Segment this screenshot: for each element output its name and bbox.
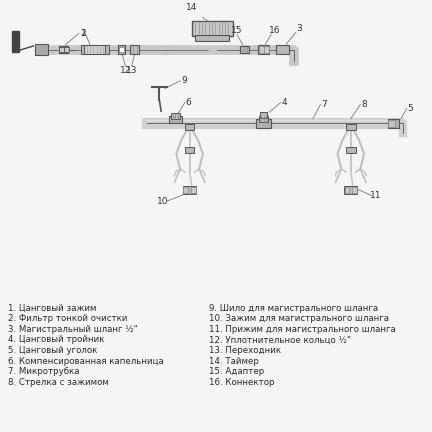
Bar — [388, 119, 399, 128]
Bar — [118, 45, 125, 54]
Text: 6. Компенсированная капельница: 6. Компенсированная капельница — [8, 357, 163, 366]
Polygon shape — [13, 31, 19, 52]
Bar — [81, 45, 84, 54]
Text: 1: 1 — [80, 29, 86, 38]
Text: 9. Шило для магистрального шланга: 9. Шило для магистрального шланга — [209, 304, 378, 313]
Bar — [195, 35, 229, 41]
Text: 12: 12 — [120, 66, 131, 75]
Text: 13. Переходник: 13. Переходник — [209, 346, 281, 355]
Bar — [345, 187, 349, 193]
Text: 7: 7 — [321, 100, 327, 109]
Bar — [105, 45, 109, 54]
Text: 4. Цанговый тройник: 4. Цанговый тройник — [8, 336, 104, 344]
Text: 3: 3 — [297, 24, 302, 33]
Text: 13: 13 — [126, 66, 137, 75]
Polygon shape — [13, 46, 34, 52]
Bar — [388, 120, 395, 127]
Text: 7. Микротрубка: 7. Микротрубка — [8, 367, 79, 376]
Bar — [259, 46, 264, 53]
Text: 2: 2 — [81, 29, 86, 38]
Bar — [191, 21, 233, 36]
Text: 11. Прижим для магистрального шланга: 11. Прижим для магистрального шланга — [209, 325, 395, 334]
Text: 15: 15 — [231, 26, 243, 35]
Text: 5. Цанговый уголок: 5. Цанговый уголок — [8, 346, 97, 355]
Text: 1. Цанговый зажим: 1. Цанговый зажим — [8, 304, 96, 313]
Bar — [183, 186, 196, 194]
Bar — [59, 47, 64, 52]
Text: 4: 4 — [282, 98, 287, 107]
Bar — [171, 113, 180, 119]
Text: 11: 11 — [370, 191, 381, 200]
Bar — [191, 187, 196, 193]
Bar — [264, 46, 269, 53]
Text: 14: 14 — [186, 3, 197, 13]
Bar — [130, 45, 140, 54]
Text: 16: 16 — [269, 26, 281, 35]
Text: 8. Стрелка с зажимом: 8. Стрелка с зажимом — [8, 378, 108, 387]
Bar — [185, 124, 194, 130]
Bar — [82, 45, 108, 54]
Bar — [35, 44, 48, 55]
Text: 14. Таймер: 14. Таймер — [209, 357, 258, 366]
Bar — [260, 112, 267, 118]
Bar — [185, 147, 194, 153]
Bar — [259, 116, 268, 121]
Bar — [119, 47, 124, 52]
Text: 5: 5 — [408, 104, 413, 113]
Text: 8: 8 — [361, 100, 367, 109]
Text: 10. Зажим для магистрального шланга: 10. Зажим для магистрального шланга — [209, 314, 388, 323]
Bar — [184, 187, 188, 193]
Bar — [276, 45, 289, 54]
Text: 3. Магистральный шланг ½": 3. Магистральный шланг ½" — [8, 325, 137, 334]
Bar — [256, 119, 271, 128]
Bar — [59, 46, 68, 53]
Bar — [346, 147, 356, 153]
Text: 12. Уплотнительное кольцо ½": 12. Уплотнительное кольцо ½" — [209, 336, 351, 344]
Bar — [346, 124, 356, 130]
Bar — [344, 186, 357, 194]
Text: 2. Фильтр тонкой очистки: 2. Фильтр тонкой очистки — [8, 314, 127, 323]
Text: 15. Адаптер: 15. Адаптер — [209, 367, 264, 376]
Bar — [169, 116, 182, 124]
Bar — [240, 46, 249, 53]
Text: 16. Коннектор: 16. Коннектор — [209, 378, 274, 387]
Text: 9: 9 — [181, 76, 187, 86]
Bar — [258, 45, 269, 54]
Text: 6: 6 — [186, 98, 191, 107]
Bar — [352, 187, 357, 193]
Bar — [64, 47, 69, 52]
Text: 10: 10 — [157, 197, 169, 206]
